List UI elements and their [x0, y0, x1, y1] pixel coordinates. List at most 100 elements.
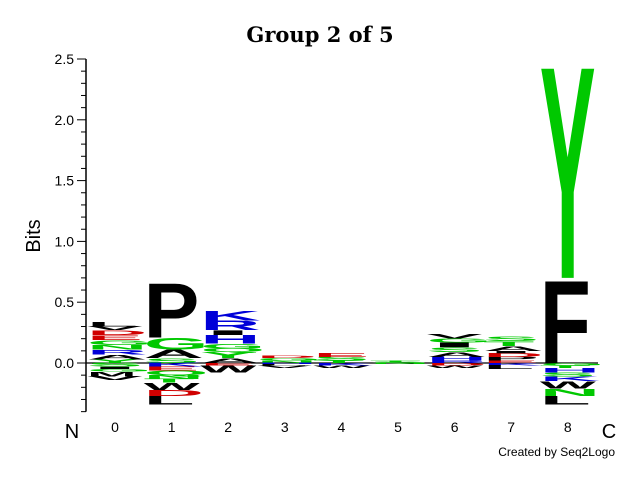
residue-letter: R — [200, 318, 260, 333]
residue-letter: K — [540, 375, 601, 383]
y-tick-label: 0.5 — [55, 294, 75, 310]
residue-letter: D — [257, 355, 317, 359]
residue-letter: E — [313, 352, 369, 358]
residue-letter: H — [257, 363, 317, 365]
residue-letter: W — [313, 365, 369, 369]
residue-letter: I — [87, 366, 143, 370]
residue-letter: H — [200, 333, 260, 346]
residue-R: R — [427, 360, 487, 364]
y-tick-label: 1.5 — [55, 173, 75, 189]
x-tick-label: 4 — [338, 419, 346, 435]
residue-letter: F — [540, 256, 591, 389]
stack-position-5: STN — [370, 360, 430, 364]
residue-letter: P — [144, 268, 200, 355]
residue-letter: A — [427, 351, 487, 359]
residue-E: E — [483, 360, 539, 364]
residue-G: G — [144, 334, 209, 353]
residue-letter: D — [144, 388, 204, 398]
residue-V: V — [87, 326, 143, 332]
residue-S: S — [483, 335, 539, 343]
y-tick-label: 2.0 — [55, 112, 75, 128]
residue-letter: S — [313, 356, 369, 362]
residue-P: P — [483, 356, 539, 362]
residue-letter: L — [540, 394, 591, 407]
chart-title: Group 2 of 5 — [246, 22, 393, 47]
residue-letter: N — [370, 363, 430, 365]
residue-N: N — [144, 374, 204, 380]
y-tick-label: 0.0 — [55, 355, 75, 371]
residue-letter: P — [483, 356, 539, 362]
residue-R: R — [200, 318, 260, 333]
residue-R: R — [87, 348, 147, 356]
residue-letter: G — [144, 334, 209, 353]
y-axis: 0.0 0.5 1.0 1.5 2.0 2.5 — [55, 51, 87, 413]
residue-S: S — [144, 357, 200, 365]
residue-L: L — [144, 394, 195, 407]
residue-I: I — [200, 329, 256, 337]
residue-letter: H — [540, 367, 600, 375]
residue-S: S — [370, 361, 426, 363]
residue-letter: W — [540, 380, 597, 391]
residue-K: K — [313, 362, 374, 366]
residue-W: W — [427, 365, 483, 369]
residue-Y: Y — [540, 4, 596, 344]
residue-K: K — [483, 362, 544, 366]
residue-letter: G — [87, 368, 152, 372]
residue-letter: W — [200, 364, 257, 375]
residue-letter: E — [87, 334, 143, 342]
residue-G: G — [427, 338, 492, 344]
residue-letter: T — [483, 340, 534, 348]
residue-W: W — [313, 365, 369, 369]
x-tick-label: 3 — [281, 419, 289, 435]
residue-letter: L — [257, 364, 308, 366]
residue-letter: N — [144, 374, 204, 380]
residue-letter: N — [257, 360, 317, 364]
residue-G: G — [87, 368, 152, 372]
c-terminus-label: C — [602, 421, 616, 443]
residue-S: S — [427, 346, 483, 354]
residue-T: T — [144, 378, 195, 384]
residue-letter: A — [144, 347, 204, 360]
residue-A: A — [144, 347, 204, 360]
residue-E: E — [200, 362, 256, 366]
residue-L: L — [483, 364, 534, 370]
residue-letter: N — [87, 343, 147, 351]
residue-letter: G — [540, 362, 605, 366]
y-axis-label: Bits — [23, 219, 45, 252]
residue-letter: T — [144, 378, 195, 384]
residue-Q: Q — [200, 347, 265, 353]
residue-D: D — [87, 329, 147, 337]
residue-letter: S — [87, 362, 143, 368]
residue-H: H — [540, 367, 600, 375]
residue-N: N — [257, 360, 317, 364]
x-tick-label: 0 — [111, 419, 119, 435]
residue-N: N — [540, 387, 600, 398]
residue-letter: N — [540, 387, 600, 398]
residue-letter: D — [427, 362, 487, 366]
residue-G: G — [200, 342, 265, 350]
residue-N: N — [87, 343, 147, 351]
residue-letter: V — [427, 333, 483, 341]
x-tick-label: 1 — [168, 419, 176, 435]
residue-A: A — [427, 351, 487, 359]
credit-text: Created by Seq2Logo — [498, 445, 615, 459]
residue-Q: Q — [144, 369, 209, 377]
residue-letter: T — [540, 365, 591, 369]
residue-letter: Q — [144, 369, 209, 377]
residue-letter: H — [427, 356, 487, 362]
residue-G: G — [87, 339, 152, 347]
residue-letter: A — [87, 353, 147, 361]
x-tick-label: 6 — [451, 419, 459, 435]
residue-G: G — [540, 362, 605, 366]
residue-M: M — [87, 370, 137, 377]
residue-letter: S — [144, 357, 200, 365]
residue-letter: S — [427, 346, 483, 354]
residue-Y: Y — [200, 350, 256, 360]
residue-T: T — [370, 360, 421, 362]
residue-letter: W — [427, 365, 483, 369]
residue-letter: I — [483, 350, 539, 354]
